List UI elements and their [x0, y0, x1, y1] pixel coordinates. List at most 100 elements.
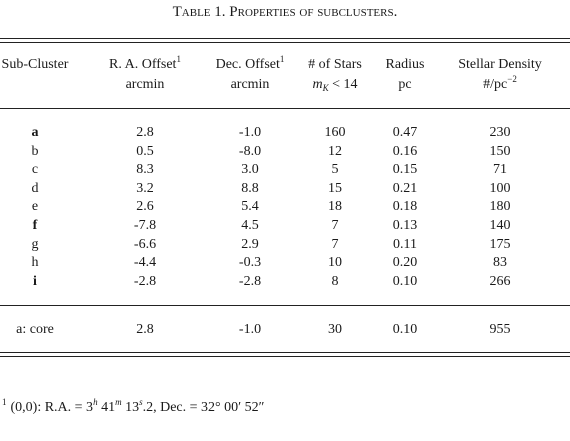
- row-label: a: [31, 125, 39, 140]
- column-header: # of Stars: [308, 57, 362, 73]
- cell: 3.2: [136, 180, 154, 196]
- cell: 8.8: [241, 180, 259, 196]
- rule: [0, 108, 570, 109]
- column-header: Radius: [386, 57, 425, 73]
- rule: [0, 352, 570, 353]
- cell: 230: [489, 125, 511, 140]
- row-label: i: [33, 273, 37, 289]
- cell: 0.20: [392, 255, 418, 271]
- footnote-sup: m: [115, 397, 122, 407]
- cell: 160: [324, 125, 346, 140]
- cell: 12: [328, 143, 342, 159]
- footnote-ref: 1: [176, 54, 181, 64]
- cell: 955: [489, 322, 511, 337]
- header-text: Radius: [385, 57, 425, 72]
- cell: 5.4: [241, 199, 259, 215]
- unit-text: pc: [398, 77, 412, 92]
- row-label: b: [31, 143, 39, 159]
- cell: 266: [489, 273, 511, 289]
- cell: -7.8: [133, 218, 157, 233]
- unit-text: m: [312, 77, 323, 92]
- footnote-text: 41: [97, 400, 116, 415]
- unit-sup: −2: [507, 74, 517, 84]
- cell: 15: [328, 180, 342, 196]
- rule: [0, 356, 570, 357]
- cell: -8.0: [238, 143, 262, 159]
- cell: 0.10: [392, 273, 418, 289]
- row-label: a: core: [16, 322, 54, 337]
- cell: 5: [331, 162, 339, 178]
- table-title: Table 1. Properties of subclusters.: [172, 4, 398, 20]
- column-header: Sub-Cluster: [2, 57, 69, 73]
- header-text: Stellar Density: [458, 57, 542, 72]
- row-label: h: [31, 255, 39, 271]
- cell: 10: [328, 255, 342, 271]
- cell: -1.0: [238, 125, 262, 140]
- cell: 140: [489, 218, 511, 233]
- cell: 0.47: [392, 125, 418, 140]
- cell: 3.0: [241, 162, 259, 178]
- cell: 2.8: [136, 322, 154, 337]
- column-header: R. A. Offset1: [109, 54, 181, 73]
- row-label: c: [31, 162, 39, 178]
- cell: -4.4: [133, 255, 157, 271]
- footnote-text: (0,0): R.A. = 3: [10, 400, 94, 415]
- cell: 30: [328, 322, 342, 337]
- cell: 7: [331, 236, 339, 252]
- cell: 2.9: [241, 236, 259, 252]
- cell: 0.16: [392, 143, 418, 159]
- cell: -1.0: [238, 322, 262, 337]
- cell: 7: [331, 218, 339, 233]
- cell: 100: [489, 180, 511, 196]
- header-text: Dec. Offset: [215, 57, 280, 72]
- column-unit: pc: [398, 77, 411, 93]
- cell: 4.5: [241, 218, 259, 233]
- footnote-sup: h: [93, 397, 98, 407]
- unit-text: arcmin: [125, 77, 165, 92]
- cell: 150: [489, 143, 511, 159]
- cell: 0.13: [392, 218, 418, 233]
- footnote: 1 (0,0): R.A. = 3h 41m 13s.2, Dec. = 32° …: [2, 397, 265, 416]
- footnote-text: 13: [121, 400, 140, 415]
- row-label: g: [31, 236, 39, 252]
- cell: 0.10: [392, 322, 418, 337]
- cell: 180: [489, 199, 511, 215]
- cell: 0.21: [392, 180, 418, 196]
- cell: 2.8: [136, 125, 154, 140]
- unit-sub: K: [322, 83, 329, 93]
- cell: -2.8: [133, 273, 157, 289]
- cell: 175: [489, 236, 511, 252]
- column-unit: arcmin: [231, 77, 270, 93]
- cell: 0.18: [392, 199, 418, 215]
- cell: -0.3: [238, 255, 262, 271]
- unit-text: #/pc: [483, 77, 508, 92]
- unit-text: arcmin: [230, 77, 270, 92]
- cell: 0.15: [392, 162, 418, 178]
- header-text: Sub-Cluster: [1, 57, 69, 72]
- rule: [0, 305, 570, 306]
- cell: 0.11: [393, 236, 417, 252]
- row-label: d: [31, 180, 39, 196]
- column-unit: mK < 14: [312, 77, 357, 93]
- cell: 8.3: [136, 162, 154, 178]
- column-header: Stellar Density: [458, 57, 542, 73]
- header-text: # of Stars: [308, 57, 362, 72]
- footnote-marker: 1: [2, 397, 7, 407]
- cell: 71: [493, 162, 507, 178]
- footnote-ref: 1: [279, 54, 285, 64]
- cell: -2.8: [238, 273, 262, 289]
- column-unit: arcmin: [126, 77, 165, 93]
- rule: [0, 42, 570, 43]
- header-text: R. A. Offset: [109, 57, 177, 72]
- row-label: e: [31, 199, 39, 215]
- cell: 18: [328, 199, 342, 215]
- cell: 0.5: [136, 143, 154, 159]
- footnote-text: .2, Dec. = 32° 00′ 52″: [142, 400, 265, 415]
- cell: 83: [493, 255, 507, 271]
- cell: 8: [331, 273, 339, 289]
- row-label: f: [32, 218, 38, 233]
- column-unit: #/pc−2: [483, 74, 517, 93]
- cell: -6.6: [133, 236, 157, 252]
- cell: 2.6: [136, 199, 154, 215]
